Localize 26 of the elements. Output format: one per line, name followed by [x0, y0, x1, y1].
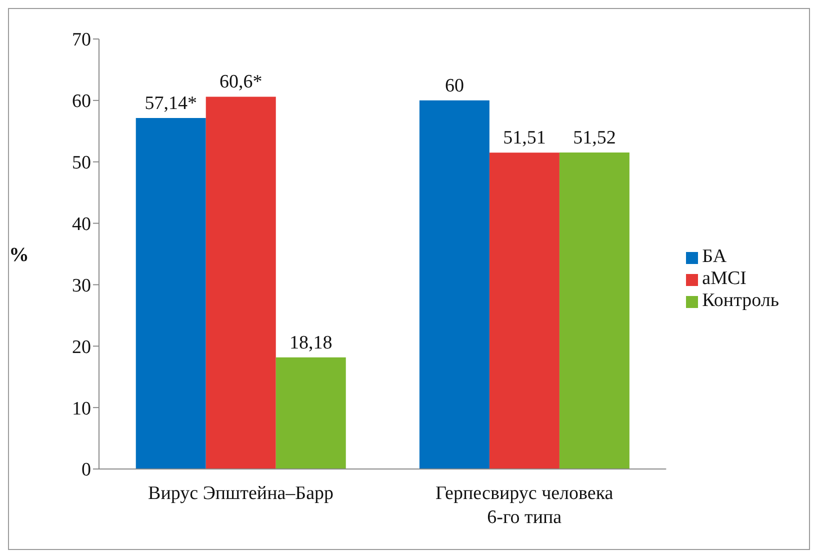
data-label: 51,51 [503, 128, 546, 149]
y-tick-label: 10 [72, 398, 91, 420]
bar [489, 152, 560, 469]
data-label: 57,14* [144, 92, 197, 114]
data-label: 18,18 [289, 332, 332, 354]
y-tick-label: 70 [72, 30, 91, 51]
bar [419, 100, 490, 469]
y-tick-label: 30 [72, 275, 91, 296]
y-tick-label: 20 [72, 336, 91, 358]
y-tick-label: 40 [72, 214, 91, 236]
y-axis-title: % [9, 244, 29, 266]
bar [136, 118, 206, 469]
x-tick-label: Вирус Эпштейна–Барр [148, 483, 334, 504]
legend-label: aMCI [702, 268, 746, 289]
x-tick-label: Герпесвирус человека 6-го типа [436, 483, 614, 528]
bar [276, 357, 346, 469]
legend-label: Контроль [702, 290, 779, 311]
legend-label: БА [702, 246, 727, 267]
data-label: 60 [444, 75, 464, 96]
data-label: 51,52 [573, 128, 616, 149]
bar [559, 152, 630, 469]
bar [206, 96, 276, 469]
data-label: 60,6* [219, 72, 262, 93]
y-tick-label: 50 [72, 152, 91, 174]
y-tick-label: 0 [82, 460, 91, 481]
y-tick-label: 60 [72, 91, 91, 112]
